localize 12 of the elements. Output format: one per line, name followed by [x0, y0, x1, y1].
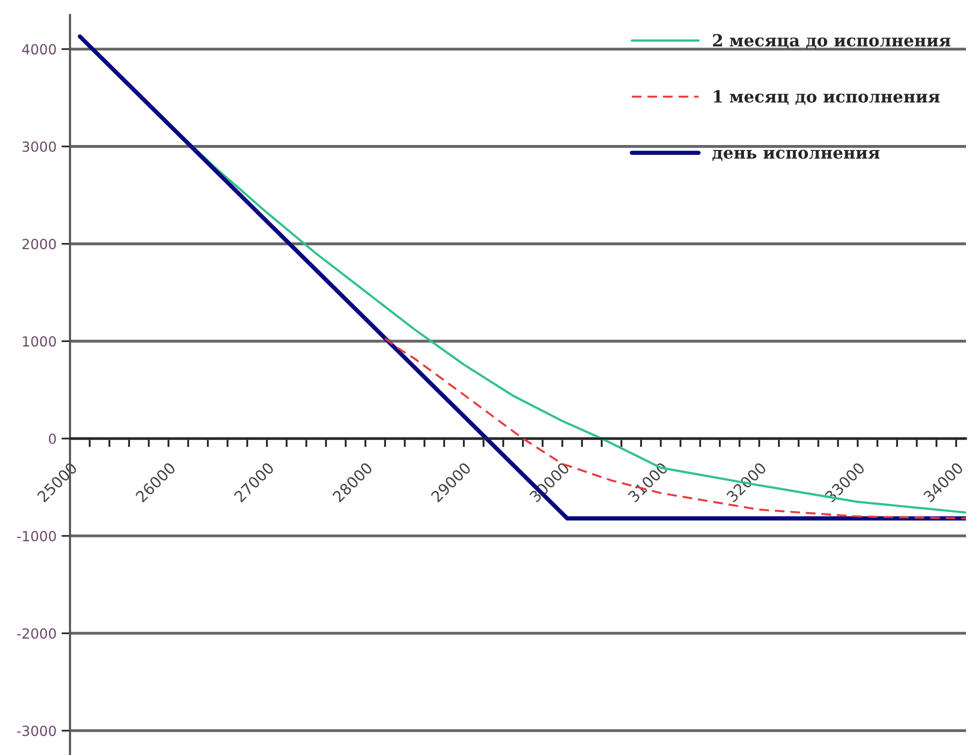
legend-label: день исполнения [712, 150, 880, 161]
y-tick-label: 2000 [22, 238, 56, 250]
y-tick-label: -3000 [17, 726, 56, 736]
y-tick-label: -1000 [17, 530, 56, 542]
y-tick-label: 4000 [22, 44, 56, 55]
y-tick-label: -2000 [17, 628, 56, 639]
y-tick-label: 1000 [22, 336, 56, 347]
y-tick-label: 0 [48, 434, 56, 444]
line-series [384, 337, 966, 520]
y-tick-label: 3000 [22, 141, 56, 152]
legend-label: 1 месяц до исполнения [714, 90, 940, 105]
legend-label: 2 месяца до исполнения [712, 34, 950, 49]
